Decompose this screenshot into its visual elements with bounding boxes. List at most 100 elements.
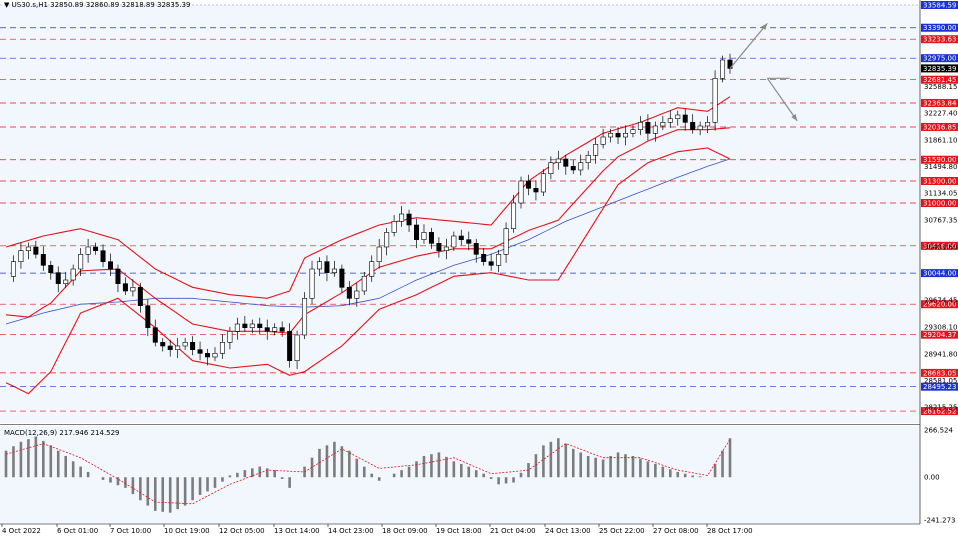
candle-body xyxy=(600,136,606,145)
price-tick-label: 31134.05 xyxy=(924,190,957,198)
price-tick-label: 28941.80 xyxy=(924,350,957,358)
level-label-bg xyxy=(921,75,958,84)
candle-body xyxy=(570,166,576,171)
candle-body xyxy=(279,327,285,332)
time-tick-label: 4 Oct 2022 xyxy=(2,527,41,535)
level-label: 29204.37 xyxy=(923,331,956,339)
candle-body xyxy=(399,213,405,222)
candle-body xyxy=(555,158,561,163)
candle-body xyxy=(107,261,113,270)
candle-body xyxy=(414,224,420,240)
candle-body xyxy=(249,323,255,328)
candle-body xyxy=(219,342,225,354)
candle-body xyxy=(533,188,539,193)
candle-body xyxy=(182,342,188,347)
level-label: 32975.00 xyxy=(923,55,956,63)
macd-tick-label: -241.273 xyxy=(924,517,955,525)
price-tick-label: 28581.05 xyxy=(924,377,957,385)
current-price-bg xyxy=(921,64,958,73)
candle-body xyxy=(458,235,464,240)
macd-tick-label: 266.524 xyxy=(924,427,953,435)
time-tick-label: 25 Oct 22:00 xyxy=(599,527,645,535)
indicator-header: MACD(12,26,9) 217.946 214.529 xyxy=(4,429,120,437)
time-tick-label: 19 Oct 18:00 xyxy=(436,527,482,535)
candle-body xyxy=(667,118,673,123)
time-tick-label: 24 Oct 13:00 xyxy=(545,527,591,535)
level-label: 32681.45 xyxy=(923,76,956,84)
candle-body xyxy=(652,125,658,134)
level-label-bg xyxy=(921,300,958,309)
price-tick-label: 29308.10 xyxy=(924,324,957,332)
candle-body xyxy=(697,125,703,130)
candle-body xyxy=(436,243,442,251)
candle-body xyxy=(145,305,151,328)
candle-body xyxy=(10,261,16,277)
candle-body xyxy=(466,239,472,244)
candle-body xyxy=(242,323,248,328)
candle-body xyxy=(623,133,629,138)
candle-body xyxy=(548,162,554,174)
level-label-bg xyxy=(921,382,958,391)
candle-body xyxy=(540,173,546,193)
candle-body xyxy=(257,323,263,328)
level-label: 33233.63 xyxy=(923,36,956,44)
level-label: 28683.05 xyxy=(923,369,956,377)
level-label: 31000.00 xyxy=(923,200,956,208)
candle-body xyxy=(152,327,158,343)
level-label-bg xyxy=(921,269,958,278)
candle-body xyxy=(503,228,509,255)
candle-body xyxy=(525,180,531,189)
collapse-arrow-icon[interactable]: ▼ xyxy=(4,1,10,9)
candle-body xyxy=(212,353,218,358)
candle-body xyxy=(264,327,270,332)
bollinger-lower-band xyxy=(5,147,731,395)
candle-body xyxy=(287,331,293,361)
symbol-header: ▼ US30.s,H1 32850.89 32860.89 32818.89 3… xyxy=(4,1,190,9)
moving-average-line xyxy=(5,158,731,325)
time-tick-label: 21 Oct 04:00 xyxy=(490,527,536,535)
candle-body xyxy=(160,342,166,347)
candle-body xyxy=(234,323,240,332)
price-tick-label: 29674.45 xyxy=(924,297,957,305)
candle-body xyxy=(78,254,84,270)
level-label-bg xyxy=(921,407,958,416)
candle-body xyxy=(122,283,128,292)
candle-body xyxy=(167,345,173,350)
level-label-bg xyxy=(921,35,958,44)
candle-body xyxy=(190,342,196,350)
price-tick-label: 30767.35 xyxy=(924,217,957,225)
level-label: 28495.23 xyxy=(923,383,956,391)
price-axis-bg xyxy=(920,0,958,535)
candle-body xyxy=(637,122,643,130)
level-label-bg xyxy=(921,330,958,339)
candle-body xyxy=(361,276,367,292)
level-label: 29620.00 xyxy=(923,301,956,309)
candle-body xyxy=(421,232,427,240)
candle-body xyxy=(406,213,412,226)
level-label-bg xyxy=(921,98,958,107)
candle-body xyxy=(205,353,211,358)
candle-body xyxy=(615,133,621,138)
projection-line xyxy=(766,77,798,122)
candle-body xyxy=(354,290,360,299)
candle-body xyxy=(294,334,300,361)
candle-body xyxy=(496,254,502,266)
candle-body xyxy=(585,155,591,163)
price-tick-label: 28215.25 xyxy=(924,404,957,412)
candle-body xyxy=(563,158,569,167)
level-label: 32363.84 xyxy=(923,99,957,107)
level-label-bg xyxy=(921,54,958,63)
price-tick-label: 30401.60 xyxy=(924,243,957,251)
candle-body xyxy=(324,261,330,273)
candle-body xyxy=(272,327,278,332)
candle-body xyxy=(33,246,39,255)
level-label-bg xyxy=(921,368,958,377)
level-label-bg xyxy=(921,155,958,164)
candle-body xyxy=(690,122,696,130)
candle-body xyxy=(130,287,136,292)
bollinger-upper-band xyxy=(5,96,731,299)
candle-body xyxy=(428,232,434,244)
top-price-label: 33584.59 xyxy=(923,2,956,10)
level-label: 30044.00 xyxy=(923,270,956,278)
